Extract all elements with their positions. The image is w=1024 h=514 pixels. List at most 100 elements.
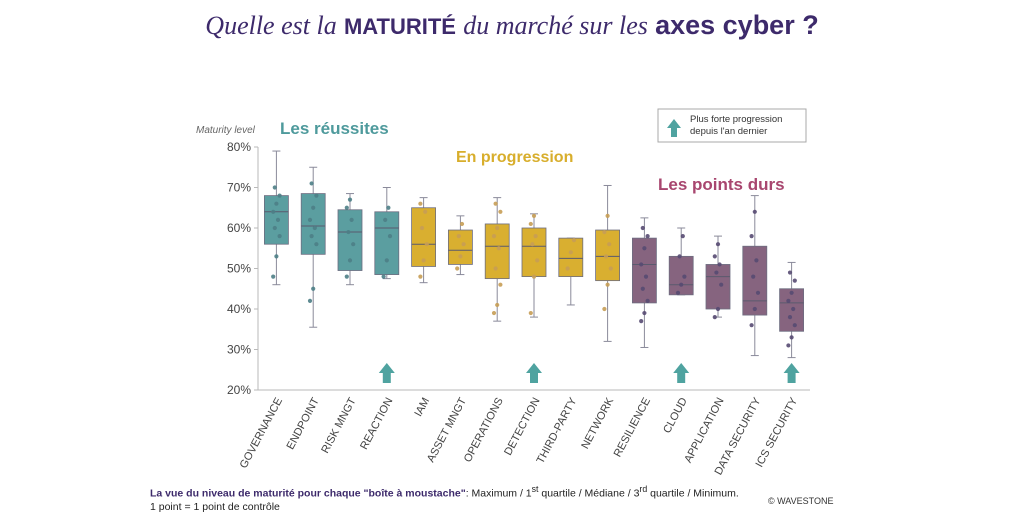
control-point (605, 213, 610, 218)
control-point (531, 274, 537, 279)
box-operations (484, 223, 510, 280)
control-point (309, 181, 314, 186)
control-point (314, 242, 319, 247)
control-point (349, 217, 354, 222)
control-point (384, 258, 389, 263)
title-bold-2: axes cyber ? (655, 10, 819, 40)
control-point (528, 221, 533, 227)
control-point (786, 343, 791, 348)
box-third-party (558, 237, 584, 277)
legend-box (657, 108, 807, 143)
control-point (309, 234, 314, 239)
control-point (274, 201, 279, 206)
title-bold-1: MATURITÉ (343, 14, 456, 39)
control-point (675, 290, 681, 295)
control-point (680, 234, 685, 239)
control-point (307, 298, 313, 303)
control-point (307, 217, 313, 222)
control-point (712, 315, 717, 320)
control-point (275, 217, 281, 222)
page-title: Quelle est la MATURITÉ du marché sur les… (0, 10, 1024, 41)
control-point (383, 217, 388, 222)
box-application (705, 264, 731, 310)
control-point (459, 221, 465, 227)
control-point (565, 266, 570, 271)
maturity-boxplot-chart: 20% 30% 40% 50% 60% 70% 80% Maturity level Les r… (196, 108, 810, 477)
control-point (530, 242, 535, 247)
control-point (640, 286, 645, 291)
control-point (458, 254, 463, 259)
control-point (679, 282, 684, 287)
control-point (791, 306, 796, 312)
control-point (639, 319, 644, 324)
footnote: La vue du niveau de maturité pour chaque… (150, 483, 739, 514)
control-point (491, 234, 497, 239)
footnote-sup-1: st (531, 484, 539, 494)
control-point (271, 209, 276, 214)
control-point (608, 266, 613, 271)
control-point (749, 234, 754, 239)
x-tick-label: ENDPOINT (285, 396, 322, 452)
control-point (418, 201, 423, 206)
control-point (491, 310, 497, 316)
control-point (456, 234, 461, 239)
progress-up-arrow-icon (783, 363, 800, 383)
control-point (717, 262, 722, 267)
x-tick-label: ASSET MNGT (425, 396, 469, 465)
title-part-2: du marché sur les (463, 11, 648, 40)
x-tick-label: IAM (412, 396, 432, 419)
footnote-rest-a: : Maximum / 1 (465, 487, 532, 500)
control-point (792, 278, 797, 283)
control-point (571, 238, 577, 243)
control-point (640, 225, 645, 231)
control-point (531, 213, 537, 218)
control-point (495, 225, 500, 231)
x-tick-label: OPERATIONS (462, 396, 506, 465)
control-point (493, 201, 498, 206)
control-point (605, 282, 610, 287)
footnote-line-2: 1 point = 1 point de contrôle (150, 500, 280, 513)
control-point (607, 242, 612, 247)
control-point (712, 254, 717, 259)
footnote-sup-2: rd (639, 484, 648, 494)
control-point (535, 258, 540, 263)
control-point (602, 306, 607, 312)
control-point (602, 229, 607, 235)
control-point (344, 205, 349, 210)
control-point (274, 254, 279, 259)
control-point (639, 262, 644, 267)
control-point (752, 306, 757, 312)
control-point (789, 290, 794, 295)
legend-up-arrow-icon (667, 119, 681, 137)
legend-label-line-1: Plus forte progression (690, 114, 782, 125)
control-point (682, 274, 687, 279)
control-point (677, 254, 682, 259)
control-point (314, 193, 319, 198)
control-point (351, 242, 356, 247)
control-point (498, 209, 503, 214)
control-point (645, 298, 650, 303)
x-tick-label: REACTION (358, 396, 395, 452)
control-point (386, 205, 391, 210)
x-tick-label: RISK MNGT (319, 396, 358, 456)
footnote-bold: La vue du niveau de maturité pour chaque… (150, 487, 466, 500)
control-point (715, 306, 721, 312)
control-point (461, 242, 466, 247)
y-tick-label: 70% (227, 181, 251, 195)
control-point (714, 270, 719, 275)
control-point (419, 225, 425, 231)
footnote-line-1: La vue du niveau de maturité pour chaque… (150, 483, 739, 501)
x-tick-label: DETECTION (502, 396, 542, 458)
group-title: Les points durs (658, 175, 785, 194)
control-point (752, 209, 757, 214)
control-point (277, 193, 282, 198)
legend-label-line-2: depuis l'an dernier (690, 126, 767, 137)
y-tick-label: 20% (227, 383, 251, 397)
x-tick-label: NETWORK (579, 395, 616, 451)
group-title: En progression (456, 149, 573, 166)
footnote-rest-b: quartile / Médiane / 3 (538, 487, 640, 500)
control-point (755, 290, 761, 295)
box-cloud (668, 255, 694, 296)
control-point (418, 274, 423, 279)
control-point (792, 323, 797, 328)
